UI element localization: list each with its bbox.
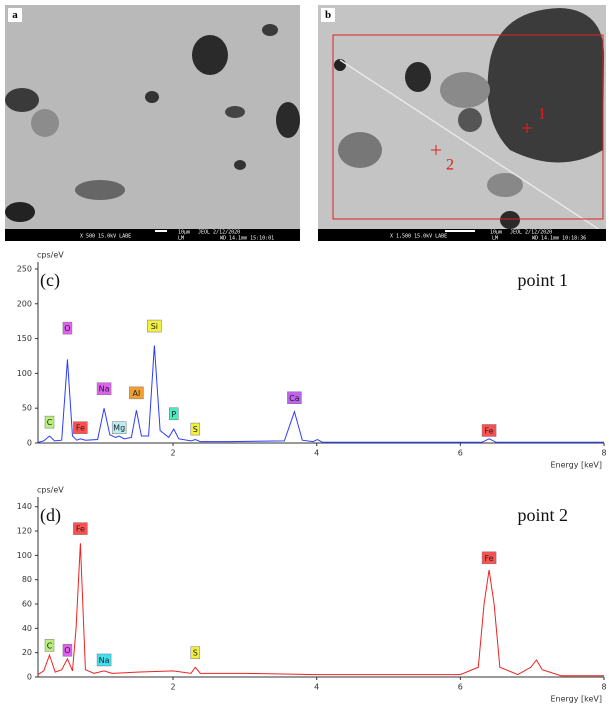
y-tick-label: 60 xyxy=(22,600,32,609)
chart-title: point 1 xyxy=(517,270,568,290)
element-label: C xyxy=(47,418,53,427)
page: a X 500 15.0kV LABE 10µm JEOL 2/12/2020 … xyxy=(0,0,609,706)
sem-image-a: a X 500 15.0kV LABE 10µm JEOL 2/12/2020 … xyxy=(5,5,300,242)
panel-label: b xyxy=(325,9,331,21)
element-label: Na xyxy=(99,385,110,394)
element-label: C xyxy=(47,641,53,650)
point-label: 2 xyxy=(446,157,454,174)
y-tick-label: 100 xyxy=(17,551,32,560)
y-tick-label: 100 xyxy=(17,369,32,378)
element-label: Fe xyxy=(76,424,85,433)
x-tick-label: 2 xyxy=(170,683,175,692)
y-tick-label: 0 xyxy=(27,673,32,682)
y-tick-label: 40 xyxy=(22,624,32,633)
element-label: Si xyxy=(151,322,158,331)
element-label: S xyxy=(193,649,198,658)
y-tick-label: 150 xyxy=(17,334,32,343)
y-tick-label: 200 xyxy=(17,299,32,308)
element-label: S xyxy=(193,425,198,434)
x-tick-label: 6 xyxy=(458,683,463,692)
element-label: O xyxy=(64,646,70,655)
panel-label: (c) xyxy=(40,270,60,291)
element-label: Fe xyxy=(485,426,494,435)
y-tick-label: 20 xyxy=(22,648,32,657)
x-axis-title: Energy [keV] xyxy=(550,461,602,470)
info-text: LM xyxy=(178,236,184,242)
y-tick-label: 80 xyxy=(22,575,32,584)
x-axis-title: Energy [keV] xyxy=(550,695,602,704)
x-tick-label: 8 xyxy=(601,683,606,692)
info-text: WD 14.1mm 15:10:01 xyxy=(220,236,274,242)
info-text: X 500 15.0kV LABE xyxy=(80,234,131,240)
info-text: LM xyxy=(492,236,498,242)
y-tick-label: 250 xyxy=(17,264,32,273)
element-label: P xyxy=(171,410,176,419)
element-label: O xyxy=(64,324,70,333)
info-text: X 1,500 15.0kV LABE xyxy=(390,234,447,240)
x-tick-label: 8 xyxy=(601,449,606,458)
element-label: Na xyxy=(99,656,110,665)
panel-label: a xyxy=(12,9,18,21)
point-label: 1 xyxy=(538,106,546,123)
sem-image-b: 1 2 b X 1,500 15.0kV LABE 10µm JEOL 2/12… xyxy=(318,5,606,242)
x-tick-label: 2 xyxy=(170,449,175,458)
chart-title: point 2 xyxy=(517,505,568,525)
y-tick-label: 140 xyxy=(17,502,32,511)
element-label: Fe xyxy=(76,525,85,534)
info-text: WD 14.1mm 10:18:36 xyxy=(532,236,586,242)
x-tick-label: 6 xyxy=(458,449,463,458)
x-tick-label: 4 xyxy=(314,683,319,692)
figure: a X 500 15.0kV LABE 10µm JEOL 2/12/2020 … xyxy=(0,0,609,706)
panel-label: (d) xyxy=(40,505,61,526)
element-label: Al xyxy=(133,389,141,398)
x-tick-label: 4 xyxy=(314,449,319,458)
element-label: Ca xyxy=(289,394,300,403)
y-tick-label: 0 xyxy=(27,439,32,448)
y-tick-label: 50 xyxy=(22,404,32,413)
element-label: Fe xyxy=(485,554,494,563)
element-label: Mg xyxy=(113,424,125,433)
y-tick-label: 120 xyxy=(17,527,32,536)
y-axis-title: cps/eV xyxy=(37,251,64,260)
y-axis-title: cps/eV xyxy=(37,486,64,495)
spectrum-line xyxy=(38,543,604,676)
